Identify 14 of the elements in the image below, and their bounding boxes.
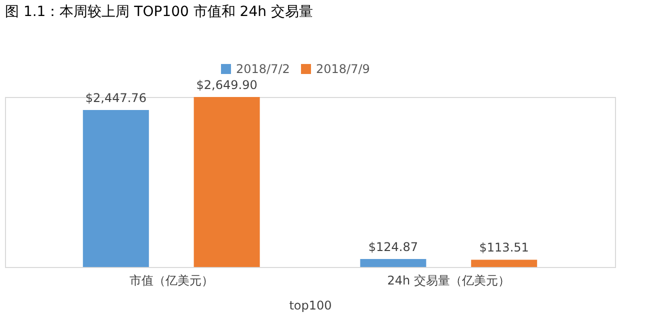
bar [471, 260, 538, 267]
legend-label: 2018/7/9 [316, 62, 370, 76]
bar [194, 97, 260, 267]
data-label: $2,447.76 [85, 90, 146, 105]
data-label: $2,649.90 [196, 78, 258, 92]
bar [360, 258, 426, 267]
legend-label: 2018/7/2 [236, 62, 290, 76]
data-label: $124.87 [368, 240, 418, 254]
data-label: $113.51 [479, 240, 529, 255]
chart-title: 图 1.1：本周较上周 TOP100 市值和 24h 交易量 [5, 4, 313, 20]
x-axis-title: top100 [289, 298, 332, 312]
x-tick-label: 市值（亿美元） [129, 274, 214, 288]
bar [82, 110, 149, 267]
x-tick-label: 24h 交易量（亿美元） [387, 274, 510, 288]
